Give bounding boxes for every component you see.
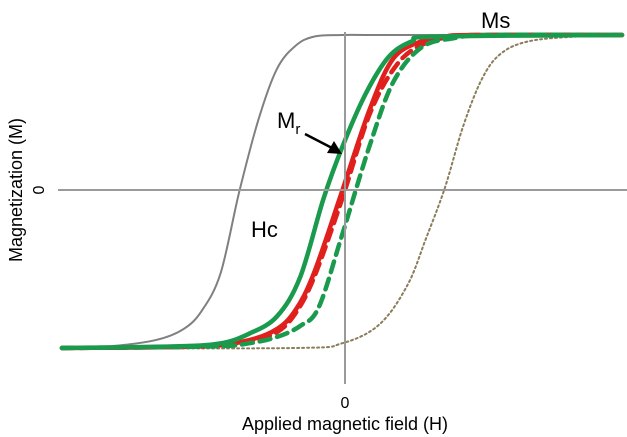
x-axis-title: Applied magnetic field (H) bbox=[242, 414, 448, 434]
series-line-1 bbox=[61, 33, 623, 349]
ms-annotation: Ms bbox=[481, 8, 510, 33]
mr-subscript-text: r bbox=[295, 121, 300, 138]
hc-annotation: Hc bbox=[251, 217, 278, 242]
y-axis-title: Magnetization (M) bbox=[6, 118, 26, 262]
curves-layer bbox=[59, 32, 625, 351]
mr-main-text: M bbox=[277, 108, 295, 133]
series-line-6 bbox=[59, 32, 625, 351]
mr-annotation: Mr bbox=[277, 108, 300, 138]
mr-arrow bbox=[304, 132, 342, 154]
series-line-2 bbox=[61, 34, 623, 350]
y-tick-label: 0 bbox=[31, 185, 48, 194]
x-tick-label: 0 bbox=[341, 395, 350, 412]
series-line-4 bbox=[59, 32, 625, 351]
